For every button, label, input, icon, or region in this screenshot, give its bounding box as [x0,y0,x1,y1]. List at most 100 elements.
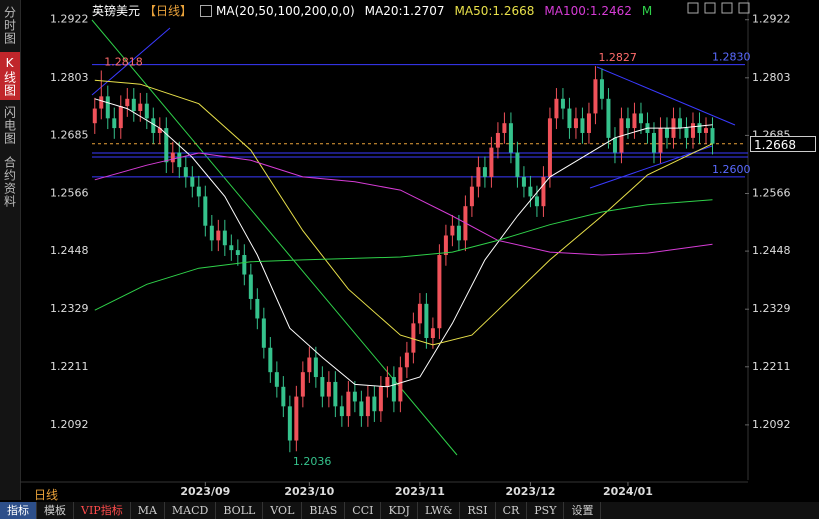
candle-body [320,377,325,397]
side-tab[interactable]: 分时图 [2,5,17,45]
candle-body [144,103,149,119]
chart: 1.29221.29221.28031.28031.26851.26851.25… [20,0,791,498]
candle-body [541,176,546,207]
toolbar-tab[interactable]: BIAS [302,502,346,519]
candle-body [398,367,403,402]
candle-body [612,137,617,153]
candle-body [404,352,409,368]
toolbar-tab[interactable]: 模板 [37,502,74,519]
symbol: 英镑美元 [92,4,141,18]
candle-body [307,357,312,373]
toolbar-tab[interactable]: CR [496,502,528,519]
icon[interactable] [687,2,699,14]
y-tick-label: 1.2922 [50,13,89,26]
toolbar-tab[interactable]: VIP指标 [74,502,131,519]
candle-body [99,96,104,109]
candle-body [489,147,494,177]
toolbar-tab[interactable]: MA [131,502,165,519]
candle-body [476,167,481,187]
candle-body [508,123,513,153]
candle-body [534,196,539,207]
extreme-label: 1.2818 [104,55,143,68]
ma-line [94,98,713,388]
toolbar-tab[interactable]: KDJ [381,502,418,519]
candle-body [372,396,377,412]
candle-body [333,381,338,407]
candle-body [586,113,591,133]
candle-body [632,113,637,129]
x-tick-label: 2024/01 [603,485,653,498]
candle-body [684,128,689,138]
candle-body [190,176,195,187]
candle-body [651,132,656,153]
candle-body [664,128,669,138]
candle-body [580,118,585,133]
candle-body [437,255,442,329]
candle-body [216,230,221,241]
candle-body [554,98,559,119]
side-tab[interactable]: K线图 [0,52,20,100]
candles [92,66,715,453]
y-tick-label: 1.2211 [752,360,791,373]
candle-body [697,123,702,133]
y-tick-label: 1.2803 [50,71,89,84]
candle-body [339,406,344,417]
candle-body [560,98,565,109]
toolbar-tab[interactable]: RSI [460,502,496,519]
candle-body [456,225,461,241]
candle-body [606,98,611,138]
candle-body [573,118,578,129]
toolbar-tab[interactable]: BOLL [216,502,264,519]
toolbar-tab[interactable]: LW& [418,502,461,519]
side-tab[interactable]: 闪电图 [2,105,17,145]
x-tick-label: 2023/11 [395,485,445,498]
candle-body [658,128,663,153]
last-price: 1.2668 [750,135,816,152]
candle-body [450,225,455,236]
candle-body [274,372,279,387]
candle-body [261,318,266,348]
trend-line [91,19,458,456]
legend-entry: M [641,3,653,18]
y-tick-label: 1.2448 [752,244,791,257]
icon[interactable] [738,2,750,14]
candle-body [378,386,383,412]
toolbar-tab[interactable]: CCI [345,502,382,519]
y-tick-label: 1.2566 [50,186,89,199]
candle-body [430,328,435,338]
candle-body [177,152,182,168]
y-tick-label: 1.2922 [752,13,791,26]
icon[interactable] [704,2,716,14]
toolbar-tab[interactable]: VOL [263,502,303,519]
toolbar-tab[interactable]: PSY [527,502,565,519]
candle-body [105,96,110,119]
indicator-icon[interactable] [200,4,213,17]
candle-body [469,186,474,207]
candle-body [346,391,351,417]
extreme-label: 1.2036 [293,455,332,468]
candle-body [365,396,370,417]
candle-body [502,123,507,133]
candle-body [268,347,273,373]
candle-body [599,79,604,99]
icon[interactable] [721,2,733,14]
candle-body [196,186,201,197]
candle-body [138,103,143,112]
y-tick-label: 1.2685 [50,128,89,141]
toolbar-tab[interactable]: 设置 [564,502,602,519]
toolbar-tab[interactable]: 指标 [0,502,37,519]
candle-body [547,118,552,177]
candle-body [385,377,390,387]
candle-body [242,255,247,275]
y-tick-label: 1.2092 [50,418,89,431]
candle-body [294,396,299,441]
side-tab[interactable]: 合约资料 [2,156,17,208]
candle-body [424,303,429,338]
candle-body [411,323,416,353]
toolbar-tab[interactable]: MACD [165,502,217,519]
window-icons [687,2,750,14]
candle-body [235,250,240,256]
candle-body [359,401,364,417]
candle-body [495,132,500,148]
candle-body [677,118,682,129]
